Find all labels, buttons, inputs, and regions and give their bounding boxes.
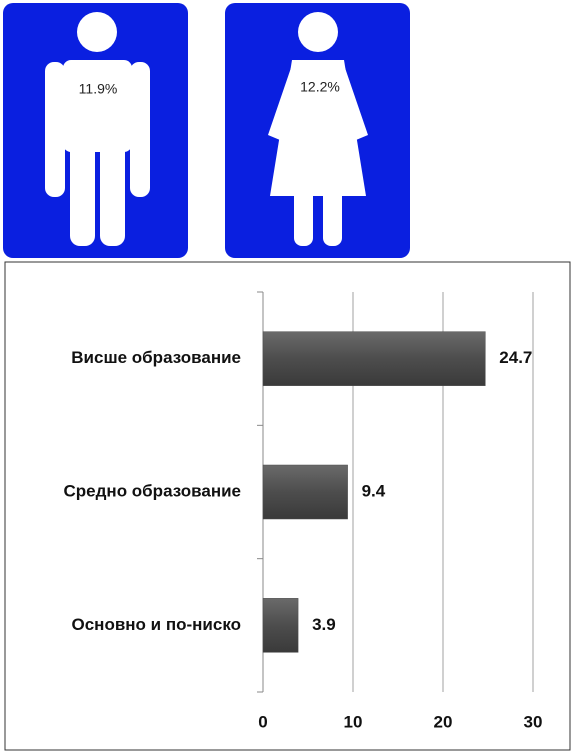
male-label: 11.9% — [79, 81, 118, 97]
data-label: 9.4 — [362, 481, 386, 500]
x-tick-label: 0 — [258, 712, 267, 731]
bar — [262, 331, 486, 386]
x-tick-label: 20 — [434, 712, 453, 731]
x-tick-label: 10 — [344, 712, 363, 731]
female-label: 12.2% — [300, 79, 340, 95]
y-tick-label: Средно образование — [64, 481, 241, 500]
y-tick-label: Основно и по-ниско — [72, 615, 242, 634]
bar — [262, 598, 299, 653]
y-tick-label: Висше образование — [71, 348, 241, 367]
female-icon — [225, 3, 410, 258]
data-label: 3.9 — [312, 615, 336, 634]
bar — [262, 464, 348, 520]
data-label: 24.7 — [499, 348, 532, 367]
x-tick-label: 30 — [524, 712, 543, 731]
male-icon — [3, 3, 188, 258]
